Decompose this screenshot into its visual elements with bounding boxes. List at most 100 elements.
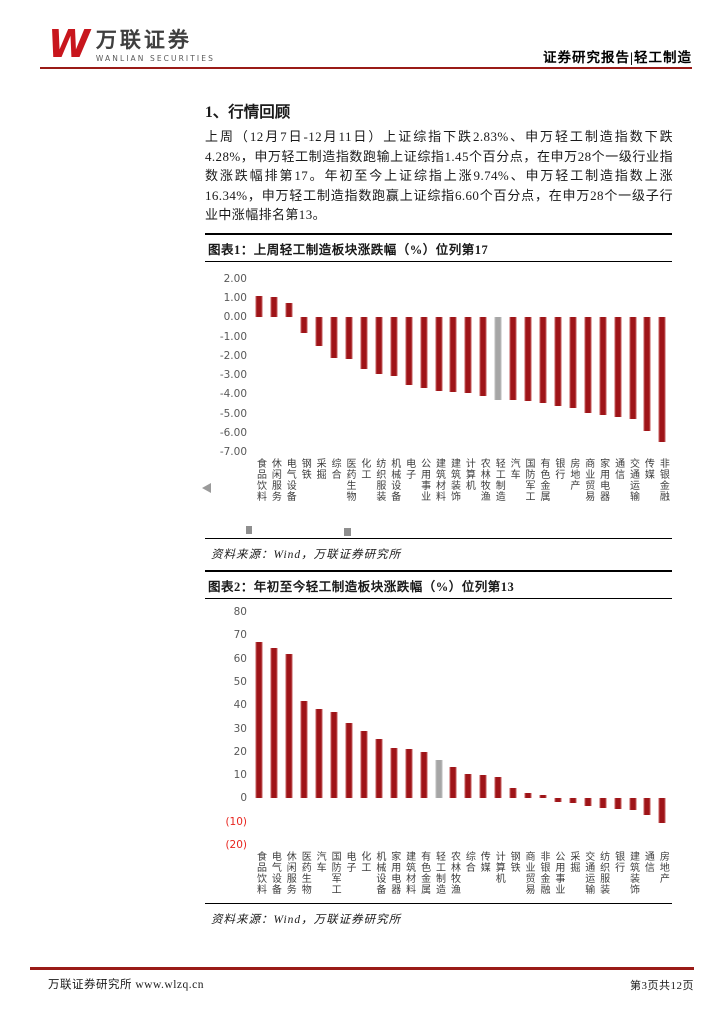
bar-房地产	[658, 798, 666, 823]
bar-传媒	[479, 775, 487, 799]
bar-农林牧渔	[449, 766, 457, 799]
x-label-综合: 综合	[463, 851, 475, 873]
x-label-公用事业: 公用事业	[418, 458, 430, 502]
bar-化工	[360, 730, 368, 799]
bar-机械设备	[390, 317, 398, 377]
cursor-artifact-icon	[202, 483, 211, 493]
logo-name-cn: 万联证券	[95, 28, 192, 52]
bar-slot	[416, 279, 431, 452]
bar-slot	[550, 612, 565, 845]
bar-医药生物	[345, 317, 353, 359]
bar-slot	[342, 279, 357, 452]
bar-slot	[536, 612, 551, 845]
figure-2-source: 资料来源：Wind，万联证券研究所	[205, 903, 672, 935]
y-tick-label: -1.00	[219, 330, 247, 343]
report-type-label: 证券研究报告|轻工制造	[543, 50, 692, 65]
bar-电子	[345, 722, 353, 799]
x-label-机械设备: 机械设备	[373, 851, 385, 895]
y-tick-label: 0	[240, 792, 247, 805]
bar-slot	[431, 612, 446, 845]
figure-2-plot-area	[252, 612, 670, 845]
bar-slot	[356, 279, 371, 452]
bar-slot	[625, 612, 640, 845]
x-label-银行: 银行	[612, 851, 624, 873]
x-label-非银金融: 非银金融	[657, 458, 669, 502]
y-tick-label: 40	[233, 699, 247, 712]
bar-slot	[580, 612, 595, 845]
bar-slot	[416, 612, 431, 845]
bar-slot	[312, 612, 327, 845]
bar-slot	[282, 279, 297, 452]
bar-国防军工	[524, 317, 532, 402]
bar-slot	[267, 612, 282, 845]
bar-slot	[491, 279, 506, 452]
figure-2-y-axis: 80 70 60 50 40 30 20 10 0 (10) (20)	[205, 606, 247, 851]
bar-有色金属	[539, 317, 547, 403]
bar-食品饮料	[255, 642, 263, 799]
bar-交通运输	[629, 317, 636, 420]
x-label-农林牧渔: 农林牧渔	[448, 851, 460, 895]
x-label-计算机: 计算机	[463, 458, 475, 491]
section-title: 1、行情回顾	[205, 104, 291, 121]
bar-公用事业	[554, 798, 562, 802]
x-label-公用事业: 公用事业	[552, 851, 564, 895]
bar-通信	[643, 798, 651, 815]
bar-slot	[565, 279, 580, 452]
bar-计算机	[464, 317, 472, 394]
x-label-国防军工: 国防军工	[329, 851, 341, 895]
bar-有色金属	[420, 751, 428, 799]
bar-slot	[446, 279, 461, 452]
y-tick-label: (10)	[225, 815, 247, 828]
x-label-建筑装饰: 建筑装饰	[448, 458, 460, 502]
figure-1-plot-area	[252, 279, 670, 452]
x-label-电子: 电子	[343, 851, 355, 873]
y-tick-label: 80	[233, 606, 247, 618]
x-label-商业贸易: 商业贸易	[582, 458, 594, 502]
bar-采掘	[315, 317, 323, 347]
bar-电气设备	[270, 648, 278, 799]
bar-汽车	[315, 708, 323, 799]
y-tick-label: (20)	[225, 839, 247, 851]
bar-食品饮料	[255, 296, 263, 318]
y-tick-label: 10	[233, 769, 247, 782]
bar-综合	[464, 773, 472, 799]
bar-商业贸易	[584, 317, 592, 413]
bar-slot	[446, 612, 461, 845]
bar-slot	[595, 279, 610, 452]
y-tick-label: 0.00	[223, 311, 247, 324]
x-label-农林牧渔: 农林牧渔	[478, 458, 490, 502]
bar-slot	[595, 612, 610, 845]
bar-slot	[640, 612, 655, 845]
x-label-轻工制造: 轻工制造	[433, 851, 445, 895]
bar-slot	[536, 279, 551, 452]
bar-slot	[327, 279, 342, 452]
bar-slot	[252, 612, 267, 845]
y-tick-label: -5.00	[219, 407, 247, 420]
bar-slot	[401, 279, 416, 452]
x-label-银行: 银行	[552, 458, 564, 480]
bar-休闲服务	[270, 297, 278, 318]
bar-纺织服装	[599, 798, 607, 809]
bar-公用事业	[420, 317, 428, 388]
bar-农林牧渔	[479, 317, 487, 397]
x-label-汽车: 汽车	[508, 458, 520, 480]
x-label-交通运输: 交通运输	[582, 851, 594, 895]
x-label-建筑装饰: 建筑装饰	[627, 851, 639, 895]
bar-slot	[386, 279, 401, 452]
x-label-通信: 通信	[612, 458, 624, 480]
bar-slot	[267, 279, 282, 452]
figure-1: 图表1：上周轻工制造板块涨跌幅（%）位列第17 2.00 1.00 0.00 -1.0…	[205, 233, 672, 572]
bar-非银金融	[658, 317, 666, 443]
x-label-综合: 综合	[329, 458, 341, 480]
x-label-家用电器: 家用电器	[597, 458, 609, 502]
bar-slot	[297, 612, 312, 845]
x-label-非银金融: 非银金融	[537, 851, 549, 895]
x-label-医药生物: 医药生物	[343, 458, 355, 502]
y-tick-label: -6.00	[219, 426, 247, 439]
figure-1-chart: 2.00 1.00 0.00 -1.00 -2.00 -3.00 -4.00 -5.00 -6.…	[205, 262, 672, 538]
bar-slot	[356, 612, 371, 845]
bar-slot	[580, 279, 595, 452]
x-label-建筑材料: 建筑材料	[433, 458, 445, 502]
bar-slot	[610, 279, 625, 452]
